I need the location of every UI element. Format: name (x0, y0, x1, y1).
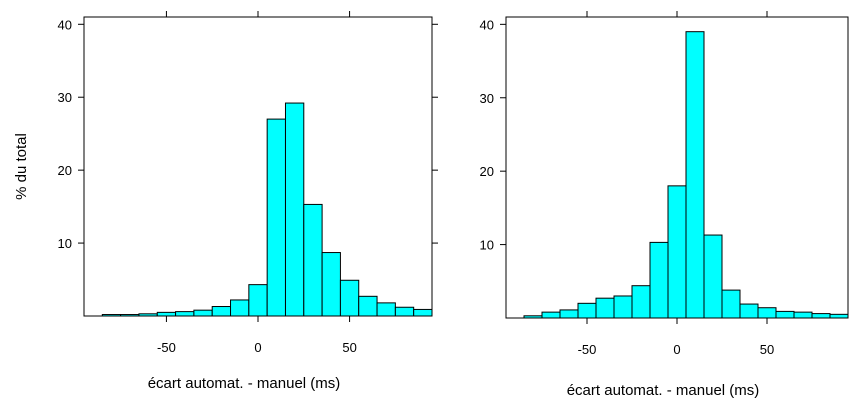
histogram-bar-3 (156, 311, 177, 317)
histogram-bar-15 (376, 302, 396, 317)
histogram-bar-10 (284, 102, 305, 317)
histogram-bar-5 (613, 295, 633, 319)
histogram-bar-6 (211, 306, 232, 317)
histogram-bar-6 (631, 285, 651, 319)
bars-group (101, 102, 433, 317)
histogram-bar-8 (667, 185, 687, 319)
y-tick-label: 20 (480, 164, 494, 179)
histogram-bar-2 (559, 309, 579, 319)
histogram-bar-17 (829, 313, 849, 319)
histogram-bar-5 (193, 309, 213, 317)
x-tick-label: -50 (578, 342, 597, 357)
histogram-bar-9 (685, 31, 705, 319)
histogram-bar-3 (577, 302, 597, 319)
histogram-bar-15 (793, 311, 813, 319)
histogram-bar-11 (721, 289, 741, 319)
histogram-bar-14 (358, 295, 378, 317)
y-tick-label: 40 (58, 17, 72, 32)
y-tick-label: 30 (480, 91, 494, 106)
bars-group (523, 31, 849, 319)
axis-ticks (78, 11, 438, 322)
histogram-bar-4 (175, 311, 195, 317)
histogram-bar-17 (413, 308, 433, 317)
x-axis-label: écart automat. - manuel (ms) (148, 375, 341, 392)
histogram-bar-7 (649, 241, 669, 319)
y-tick-label: 10 (58, 236, 72, 251)
x-tick-label: 0 (254, 340, 261, 355)
tick-labels: -50 0 50 10 20 30 40 (480, 17, 775, 357)
histogram-bar-12 (321, 252, 341, 317)
y-axis-label: % du total (13, 133, 30, 200)
x-tick-label: 50 (342, 340, 356, 355)
tick-labels: -50 0 50 10 20 30 40 (58, 17, 357, 355)
histogram-bar-12 (739, 303, 759, 319)
histogram-bar-7 (230, 299, 250, 317)
histogram-bar-16 (811, 313, 831, 319)
x-tick-label: 50 (760, 342, 774, 357)
histogram-bar-13 (339, 279, 360, 317)
histogram-bar-16 (394, 306, 415, 317)
histogram-bar-13 (757, 307, 777, 319)
histogram-bar-4 (595, 297, 615, 319)
x-tick-label: -50 (157, 340, 176, 355)
y-tick-label: 10 (480, 238, 494, 253)
plot-frame (83, 16, 433, 317)
y-tick-label: 40 (480, 17, 494, 32)
histogram-bar-14 (775, 310, 795, 319)
histogram-bar-11 (303, 203, 323, 317)
histogram-panel-right: -50 0 50 10 20 30 40 écart automat. - manuel (… (480, 11, 849, 398)
histogram-panel-left: -50 0 50 10 20 30 40 écart automat. - manuel (… (13, 11, 438, 392)
axis-ticks (500, 11, 768, 324)
histogram-bar-1 (541, 311, 561, 319)
histogram-bar-9 (266, 118, 286, 317)
y-tick-label: 20 (58, 163, 72, 178)
x-tick-label: 0 (673, 342, 680, 357)
y-tick-label: 30 (58, 90, 72, 105)
histogram-bar-10 (703, 234, 723, 319)
histogram-bar-8 (248, 284, 268, 317)
x-axis-label: écart automat. - manuel (ms) (567, 382, 760, 398)
